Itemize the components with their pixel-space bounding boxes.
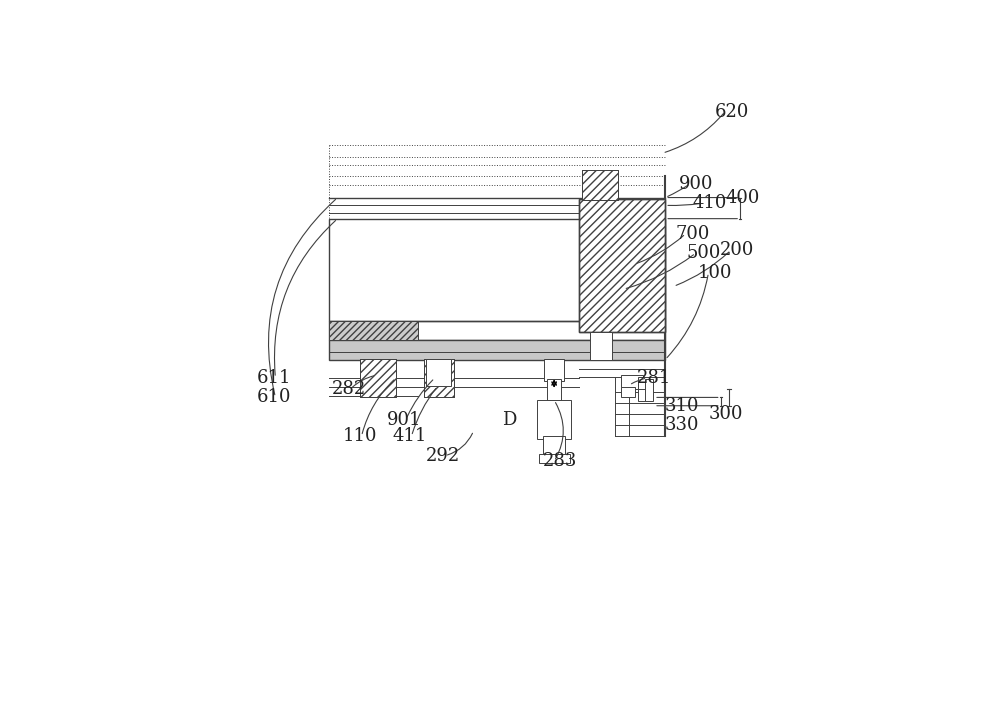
Text: 292: 292 <box>426 447 460 465</box>
Text: 900: 900 <box>678 174 713 193</box>
Text: 300: 300 <box>709 405 743 423</box>
Bar <box>582 169 618 200</box>
Text: 411: 411 <box>393 428 427 446</box>
Bar <box>329 321 665 340</box>
Text: 611: 611 <box>257 369 291 387</box>
Bar <box>329 340 665 360</box>
Text: 410: 410 <box>692 194 727 212</box>
Bar <box>579 199 665 332</box>
Text: 282: 282 <box>332 380 366 398</box>
Bar <box>537 400 571 439</box>
Bar <box>645 379 653 402</box>
Bar <box>621 387 635 397</box>
Bar <box>638 389 646 402</box>
Bar <box>582 169 618 200</box>
Bar <box>638 377 649 389</box>
Text: 500: 500 <box>687 244 721 262</box>
Text: 310: 310 <box>665 397 699 415</box>
Bar <box>424 358 454 397</box>
Text: 281: 281 <box>637 369 671 387</box>
Text: 400: 400 <box>726 189 760 206</box>
Text: 620: 620 <box>715 102 749 120</box>
Text: 110: 110 <box>343 428 377 446</box>
Bar <box>590 332 612 360</box>
Bar <box>329 218 665 322</box>
Bar <box>539 454 570 463</box>
Text: 901: 901 <box>387 411 421 428</box>
Bar <box>579 199 665 332</box>
Bar <box>424 358 454 397</box>
Text: D: D <box>503 411 517 428</box>
Text: 283: 283 <box>543 452 577 470</box>
Text: 700: 700 <box>676 225 710 243</box>
Bar <box>360 358 396 397</box>
Text: 610: 610 <box>257 389 291 407</box>
Bar <box>547 379 561 400</box>
Bar <box>360 358 396 397</box>
Text: 330: 330 <box>665 416 699 434</box>
Bar <box>329 321 418 340</box>
Bar <box>543 436 565 456</box>
Bar <box>621 375 643 389</box>
Bar <box>544 358 564 381</box>
Text: 200: 200 <box>720 242 755 260</box>
Bar <box>426 358 451 386</box>
Text: 100: 100 <box>698 263 732 281</box>
